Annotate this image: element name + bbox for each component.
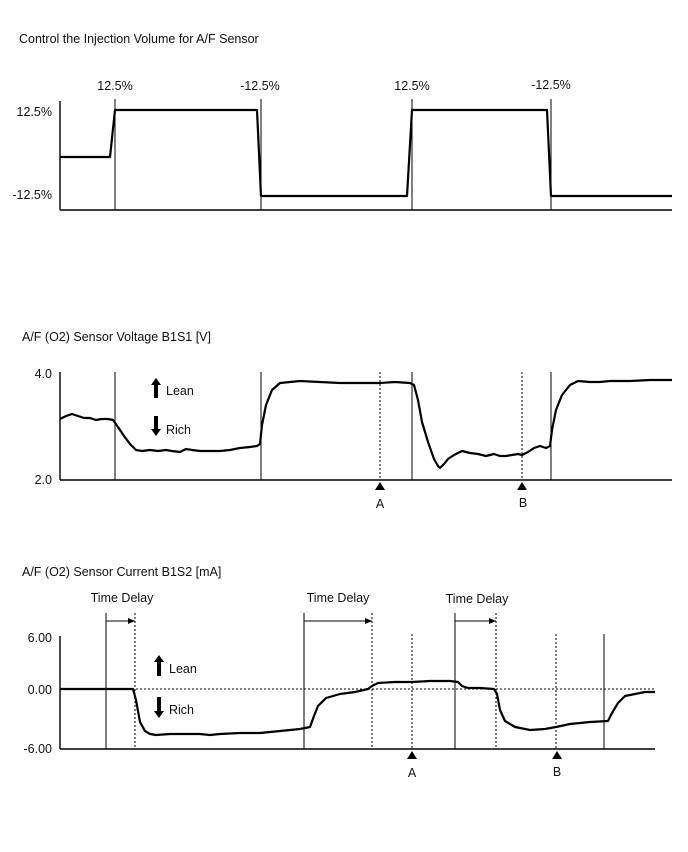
- panel1-y-label-low: -12.5%: [12, 188, 52, 202]
- lean-up-arrow-icon: [154, 655, 164, 676]
- panel1-top-label-3: 12.5%: [394, 79, 429, 93]
- panel2-title: A/F (O2) Sensor Voltage B1S1 [V]: [22, 330, 211, 344]
- panel3-lean-label: Lean: [169, 662, 197, 676]
- sensor-current-panel: A/F (O2) Sensor Current B1S2 [mA] Time D…: [22, 565, 655, 780]
- marker-b-icon: [517, 482, 527, 490]
- panel2-rich-label: Rich: [166, 423, 191, 437]
- panel2-lean-label: Lean: [166, 384, 194, 398]
- time-delay-bracket-2: [304, 618, 372, 624]
- time-delay-bracket-1: [106, 618, 135, 624]
- panel2-y-label-high: 4.0: [35, 367, 52, 381]
- panel1-top-label-1: 12.5%: [97, 79, 132, 93]
- marker-a-icon: [407, 751, 417, 759]
- panel3-marker-a-label: A: [408, 766, 417, 780]
- panel3-rich-label: Rich: [169, 703, 194, 717]
- marker-a-icon: [375, 482, 385, 490]
- panel1-top-label-4: -12.5%: [531, 78, 571, 92]
- time-delay-bracket-3: [455, 618, 496, 624]
- rich-down-arrow-icon: [154, 697, 164, 718]
- panel3-marker-b-label: B: [553, 765, 561, 779]
- panel3-title: A/F (O2) Sensor Current B1S2 [mA]: [22, 565, 221, 579]
- panel1-top-label-2: -12.5%: [240, 79, 280, 93]
- panel3-y-label-zero: 0.00: [28, 683, 52, 697]
- panel3-y-label-high: 6.00: [28, 631, 52, 645]
- panel1-title: Control the Injection Volume for A/F Sen…: [19, 32, 259, 46]
- injection-volume-trace: [60, 108, 672, 198]
- time-delay-label-1: Time Delay: [91, 591, 154, 605]
- panel1-y-label-high: 12.5%: [17, 105, 52, 119]
- panel2-y-label-low: 2.0: [35, 473, 52, 487]
- sensor-current-trace: [60, 679, 655, 737]
- panel3-y-label-low: -6.00: [24, 742, 53, 756]
- time-delay-label-3: Time Delay: [446, 592, 509, 606]
- panel2-marker-b-label: B: [519, 496, 527, 510]
- time-delay-label-2: Time Delay: [307, 591, 370, 605]
- lean-up-arrow-icon: [151, 378, 161, 398]
- sensor-voltage-panel: A/F (O2) Sensor Voltage B1S1 [V] 4.0 2.0…: [22, 330, 672, 511]
- marker-b-icon: [552, 751, 562, 759]
- panel2-marker-a-label: A: [376, 497, 385, 511]
- rich-down-arrow-icon: [151, 416, 161, 436]
- injection-volume-panel: Control the Injection Volume for A/F Sen…: [12, 32, 672, 211]
- sensor-voltage-trace: [59, 378, 672, 470]
